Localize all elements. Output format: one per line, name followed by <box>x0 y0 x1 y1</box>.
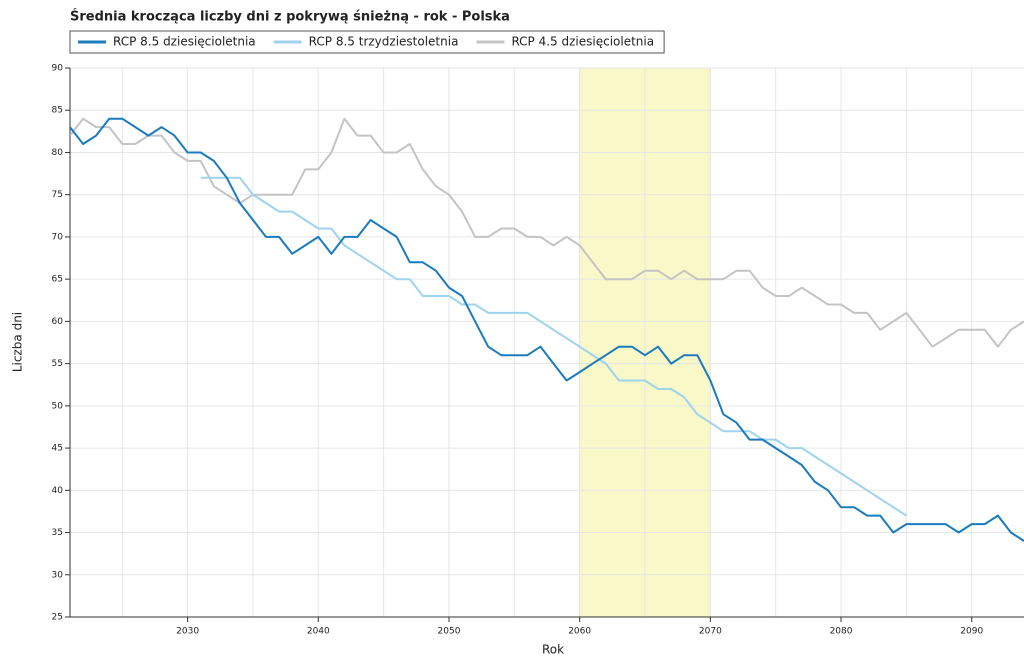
y-tick-label: 90 <box>52 64 64 74</box>
legend-label: RCP 4.5 dziesięcioletnia <box>511 35 654 49</box>
chart-title: Średnia krocząca liczby dni z pokrywą śn… <box>70 9 510 25</box>
y-tick-label: 40 <box>52 486 64 496</box>
y-tick-label: 70 <box>52 232 64 242</box>
x-tick-label: 2050 <box>438 627 461 637</box>
legend-label: RCP 8.5 trzydziestoletnia <box>309 35 459 49</box>
highlight-band <box>579 67 646 618</box>
x-tick-label: 2030 <box>176 627 199 637</box>
x-tick-label: 2070 <box>699 627 722 637</box>
y-tick-label: 45 <box>52 444 63 454</box>
plot-area <box>70 117 1024 542</box>
x-tick-label: 2080 <box>830 627 853 637</box>
x-tick-label: 2090 <box>960 627 983 637</box>
y-tick-label: 85 <box>52 106 63 116</box>
series-line <box>70 117 1024 542</box>
y-tick-label: 75 <box>52 190 63 200</box>
y-axis-label: Liczba dni <box>11 312 25 372</box>
y-tick-label: 30 <box>52 570 64 580</box>
y-tick-label: 80 <box>52 148 64 158</box>
series-line <box>70 117 1024 348</box>
y-tick-label: 60 <box>52 317 64 327</box>
highlight-band <box>644 67 711 618</box>
y-tick-label: 50 <box>52 401 64 411</box>
y-tick-label: 25 <box>52 613 63 623</box>
x-axis-label: Rok <box>542 643 564 657</box>
legend <box>69 30 665 54</box>
legend-label: RCP 8.5 dziesięcioletnia <box>113 35 256 49</box>
y-tick-label: 55 <box>52 359 63 369</box>
x-tick-label: 2040 <box>307 627 330 637</box>
series-line <box>200 176 907 517</box>
y-tick-label: 35 <box>52 528 63 538</box>
y-tick-label: 65 <box>52 275 63 285</box>
x-tick-label: 2060 <box>568 627 591 637</box>
